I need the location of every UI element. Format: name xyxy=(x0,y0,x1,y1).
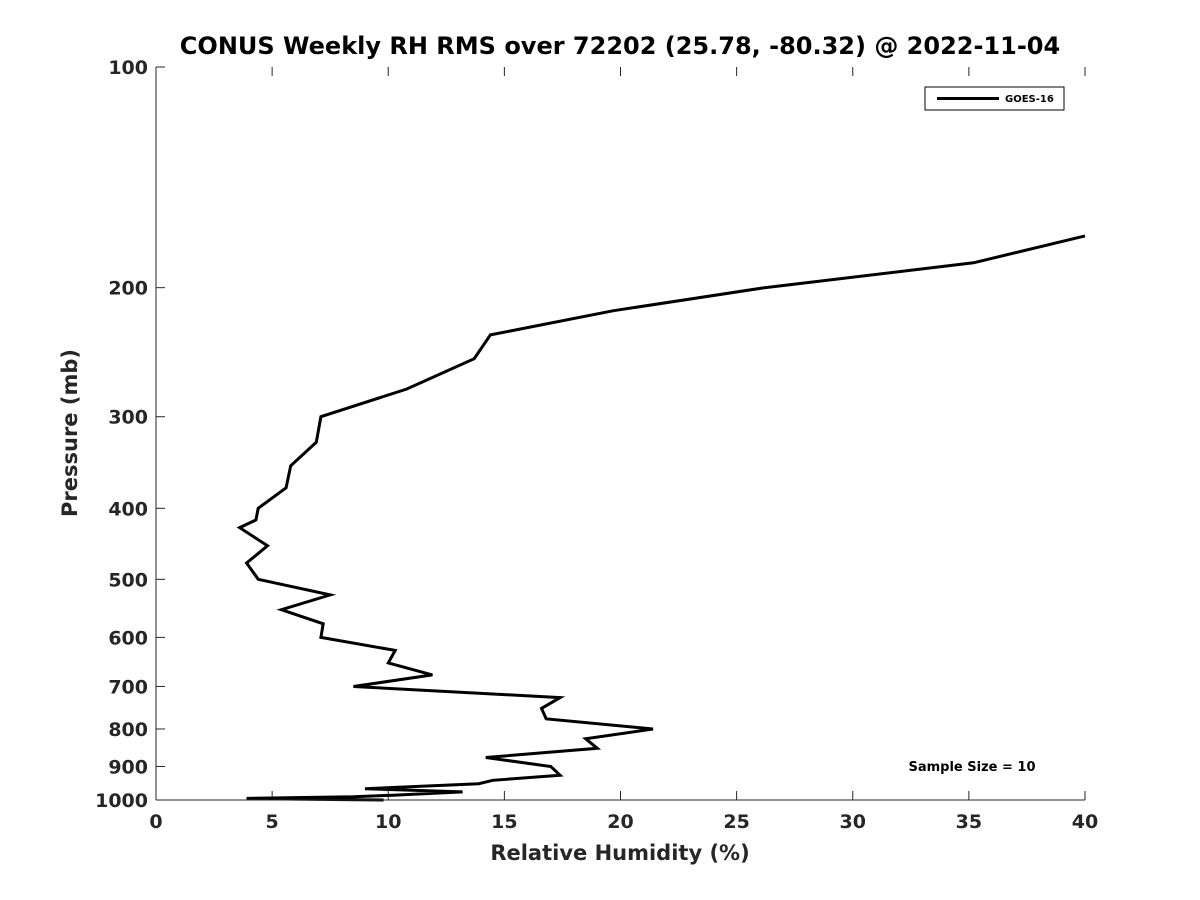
y-tick-label: 400 xyxy=(108,498,148,520)
y-tick-label: 200 xyxy=(108,278,148,300)
x-tick-label: 25 xyxy=(723,811,749,833)
x-tick-label: 5 xyxy=(266,811,279,833)
y-tick-label: 600 xyxy=(108,627,148,649)
legend: GOES-16 xyxy=(924,86,1065,111)
x-tick-label: 30 xyxy=(840,811,866,833)
axes-lines xyxy=(155,67,1085,801)
y-tick-label: 500 xyxy=(108,569,148,591)
x-tick-label: 0 xyxy=(149,811,162,833)
x-tick-label: 35 xyxy=(956,811,982,833)
x-tick-label: 20 xyxy=(607,811,633,833)
y-tick-label: 700 xyxy=(108,676,148,698)
legend-label: GOES-16 xyxy=(1005,94,1054,105)
x-axis-label: Relative Humidity (%) xyxy=(490,841,749,865)
x-tick-label: 10 xyxy=(375,811,401,833)
plot-area xyxy=(156,67,1085,800)
y-axis-label: Pressure (mb) xyxy=(58,349,82,517)
x-axis: 0 5 10 15 20 25 30 35 40 xyxy=(149,67,1098,833)
series-line-goes-16 xyxy=(236,234,1086,802)
y-tick-label: 900 xyxy=(108,756,148,778)
series-layer xyxy=(236,234,1086,802)
y-axis: 100 200 300 400 500 600 700 800 900 1000 xyxy=(95,57,165,812)
x-tick-label: 15 xyxy=(491,811,517,833)
y-tick-label: 100 xyxy=(108,57,148,79)
y-tick-label: 800 xyxy=(108,719,148,741)
y-tick-label: 1000 xyxy=(95,790,148,812)
sample-size-annotation: Sample Size = 10 xyxy=(908,760,1035,775)
x-tick-label: 40 xyxy=(1072,811,1098,833)
y-tick-label: 300 xyxy=(108,407,148,429)
chart-title: CONUS Weekly RH RMS over 72202 (25.78, -… xyxy=(180,32,1060,60)
